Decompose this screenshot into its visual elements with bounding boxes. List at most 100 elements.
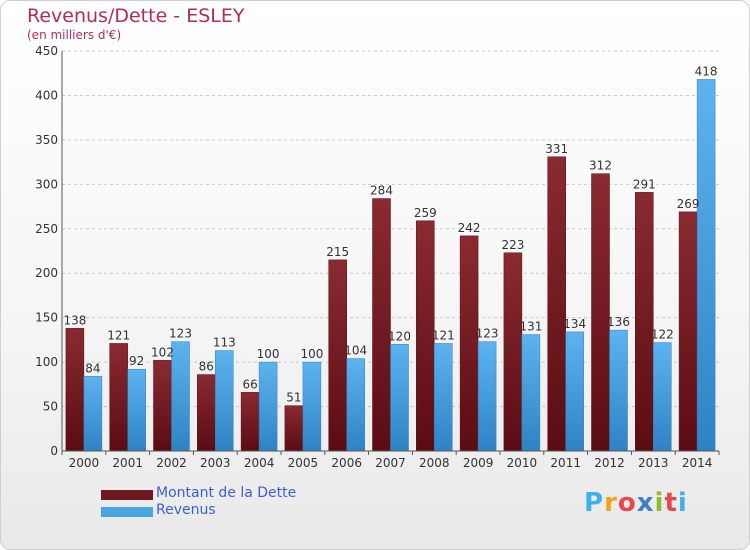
data-label-dette: 259 bbox=[414, 206, 437, 220]
x-tick-label: 2004 bbox=[244, 456, 275, 470]
x-tick-label: 2002 bbox=[156, 456, 187, 470]
data-label-revenus: 100 bbox=[300, 347, 323, 361]
x-tick-label: 2007 bbox=[375, 456, 406, 470]
bar-revenus bbox=[390, 344, 409, 452]
bar-dette bbox=[109, 343, 128, 452]
x-tick-label: 2009 bbox=[463, 456, 494, 470]
legend-label-revenus: Revenus bbox=[156, 502, 216, 518]
data-label-revenus: 418 bbox=[695, 64, 718, 78]
bar-revenus bbox=[521, 334, 541, 452]
data-label-dette: 102 bbox=[151, 345, 174, 359]
y-tick-label: 450 bbox=[35, 44, 58, 58]
data-label-revenus: 134 bbox=[563, 317, 586, 331]
data-label-revenus: 136 bbox=[607, 315, 630, 329]
data-label-revenus: 123 bbox=[169, 327, 192, 341]
bar-revenus bbox=[346, 358, 365, 452]
data-label-revenus: 104 bbox=[344, 344, 367, 358]
x-tick-label: 2010 bbox=[507, 456, 538, 470]
legend-swatch-revenus bbox=[101, 507, 153, 517]
data-label-revenus: 113 bbox=[213, 336, 236, 350]
bar-dette bbox=[65, 328, 85, 452]
y-tick-label: 200 bbox=[35, 266, 58, 280]
data-label-revenus: 100 bbox=[257, 347, 280, 361]
logo-letter: t bbox=[664, 488, 678, 518]
data-label-revenus: 122 bbox=[651, 328, 674, 342]
y-tick-label: 300 bbox=[35, 177, 58, 191]
bar-revenus bbox=[653, 342, 672, 452]
bar-dette bbox=[547, 156, 566, 452]
data-label-dette: 86 bbox=[199, 360, 214, 374]
bar-revenus bbox=[215, 350, 234, 452]
data-label-dette: 312 bbox=[589, 159, 612, 173]
data-label-dette: 51 bbox=[286, 391, 301, 405]
bar-revenus bbox=[434, 343, 453, 452]
x-tick-label: 2005 bbox=[288, 456, 319, 470]
bar-revenus bbox=[609, 329, 628, 452]
y-tick-label: 0 bbox=[50, 444, 58, 458]
x-tick-label: 2000 bbox=[69, 456, 100, 470]
bar-dette bbox=[678, 211, 698, 452]
logo-letter: i bbox=[654, 488, 665, 518]
x-tick-label: 2012 bbox=[594, 456, 625, 470]
data-label-dette: 121 bbox=[107, 328, 130, 342]
data-label-dette: 215 bbox=[326, 245, 349, 259]
y-tick-label: 50 bbox=[43, 400, 58, 414]
bar-revenus bbox=[565, 331, 584, 452]
data-label-revenus: 92 bbox=[129, 354, 144, 368]
bar-dette bbox=[372, 198, 391, 452]
bar-dette bbox=[153, 360, 172, 452]
proxiti-logo: Proxiti bbox=[584, 488, 688, 518]
bar-revenus bbox=[171, 341, 190, 452]
data-label-revenus: 121 bbox=[432, 328, 455, 342]
x-tick-label: 2011 bbox=[550, 456, 581, 470]
label-layer: 138 84 121 92 102 123 86 113 66 100 51 100 215 104 284… bbox=[63, 64, 717, 404]
x-tick-label: 2003 bbox=[200, 456, 231, 470]
x-tick-label: 2008 bbox=[419, 456, 450, 470]
y-tick-label: 150 bbox=[35, 311, 58, 325]
chart-title: Revenus/Dette - ESLEY bbox=[27, 5, 245, 27]
x-tick-label: 2013 bbox=[638, 456, 669, 470]
bar-revenus bbox=[127, 368, 146, 452]
x-tick-label: 2006 bbox=[331, 456, 362, 470]
bar-dette bbox=[635, 192, 654, 452]
data-label-dette: 269 bbox=[677, 197, 700, 211]
data-label-dette: 138 bbox=[63, 313, 86, 327]
bar-dette bbox=[503, 252, 523, 452]
bar-dette bbox=[459, 235, 479, 452]
data-label-dette: 242 bbox=[458, 221, 481, 235]
logo-letter: i bbox=[677, 488, 688, 518]
data-label-dette: 291 bbox=[633, 177, 656, 191]
x-tick-label: 2014 bbox=[682, 456, 713, 470]
logo-letter: r bbox=[604, 488, 618, 518]
bar-revenus bbox=[696, 79, 716, 452]
data-label-revenus: 84 bbox=[85, 361, 100, 375]
data-label-dette: 66 bbox=[242, 377, 257, 391]
bar-dette bbox=[240, 392, 260, 452]
data-label-revenus: 131 bbox=[519, 320, 542, 334]
axis-layer: 0 50 100 150 200 250 300 350 400 450 2000 2001 2002 2… bbox=[35, 44, 720, 470]
bar-dette bbox=[197, 374, 216, 452]
legend-label-debt: Montant de la Dette bbox=[156, 485, 297, 501]
x-tick-label: 2001 bbox=[112, 456, 143, 470]
y-tick-label: 400 bbox=[35, 88, 58, 102]
y-tick-label: 250 bbox=[35, 222, 58, 236]
bar-revenus bbox=[477, 341, 497, 452]
bar-revenus bbox=[302, 361, 322, 452]
y-tick-label: 100 bbox=[35, 355, 58, 369]
logo-letter: o bbox=[617, 488, 637, 518]
logo-letter: x bbox=[636, 488, 655, 518]
chart-subtitle: (en milliers d'€) bbox=[27, 28, 122, 42]
data-label-revenus: 123 bbox=[476, 327, 499, 341]
legend-swatch-debt bbox=[101, 490, 153, 500]
data-label-revenus: 120 bbox=[388, 329, 411, 343]
bar-revenus bbox=[83, 376, 103, 452]
bar-layer bbox=[65, 79, 716, 452]
data-label-dette: 284 bbox=[370, 184, 393, 198]
data-label-dette: 223 bbox=[501, 238, 524, 252]
data-label-dette: 331 bbox=[545, 142, 568, 156]
bar-dette bbox=[284, 405, 304, 452]
y-tick-label: 350 bbox=[35, 133, 58, 147]
bar-dette bbox=[591, 173, 610, 452]
